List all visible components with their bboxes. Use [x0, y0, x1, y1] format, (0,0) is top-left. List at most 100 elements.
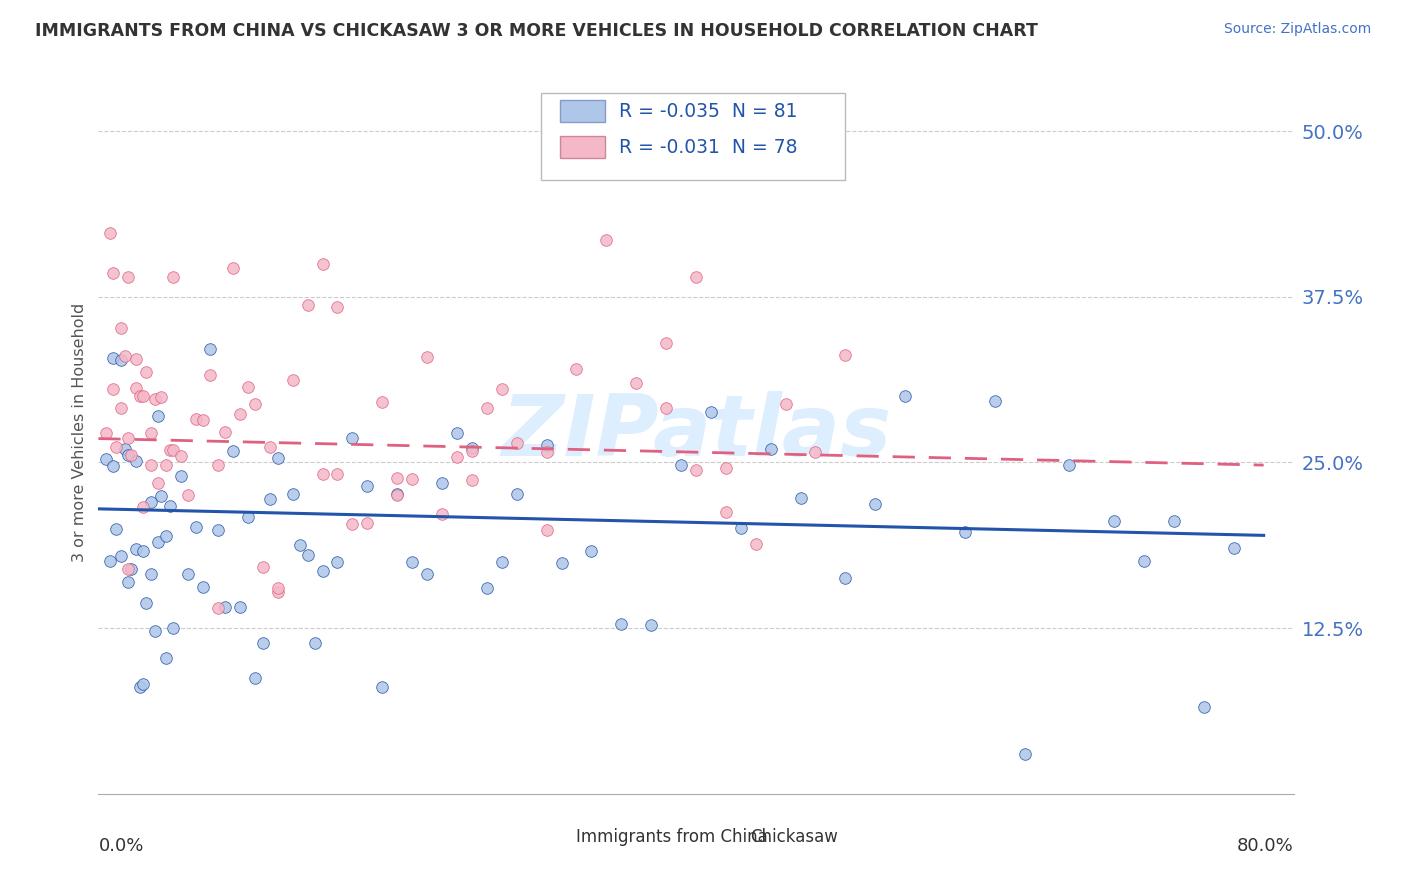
Point: [430, 507, 453, 521]
Point: [506, 436, 529, 450]
Text: 0.0%: 0.0%: [98, 838, 143, 855]
Point: [177, 566, 200, 581]
Point: [143, 392, 166, 407]
Point: [105, 522, 128, 536]
Point: [371, 395, 394, 409]
Point: [184, 520, 207, 534]
Point: [304, 636, 326, 650]
Point: [461, 444, 484, 458]
Point: [356, 479, 378, 493]
Point: [222, 444, 245, 458]
Point: [655, 336, 678, 351]
Point: [135, 596, 157, 610]
Point: [162, 621, 184, 635]
Point: [252, 559, 274, 574]
Point: [953, 524, 976, 539]
Point: [139, 458, 162, 472]
Text: Source: ZipAtlas.com: Source: ZipAtlas.com: [1223, 22, 1371, 37]
Point: [475, 581, 498, 595]
Point: [103, 351, 125, 365]
Point: [581, 544, 603, 558]
Point: [132, 543, 155, 558]
Point: [103, 459, 125, 474]
Point: [259, 440, 281, 454]
Point: [120, 448, 142, 462]
Text: R = -0.031  N = 78: R = -0.031 N = 78: [620, 137, 799, 157]
Point: [1223, 541, 1246, 555]
Point: [461, 442, 484, 456]
Point: [288, 538, 311, 552]
Point: [745, 537, 768, 551]
Point: [114, 349, 136, 363]
FancyBboxPatch shape: [541, 93, 845, 180]
Bar: [534, 830, 571, 845]
Point: [894, 389, 917, 403]
Text: IMMIGRANTS FROM CHINA VS CHICKASAW 3 OR MORE VEHICLES IN HOUSEHOLD CORRELATION C: IMMIGRANTS FROM CHINA VS CHICKASAW 3 OR …: [35, 22, 1038, 40]
Bar: [560, 100, 605, 122]
Point: [311, 564, 333, 578]
Point: [191, 580, 214, 594]
Point: [311, 467, 333, 482]
Point: [132, 500, 155, 515]
Point: [804, 445, 827, 459]
Point: [125, 454, 148, 468]
Point: [685, 463, 707, 477]
Point: [385, 488, 409, 502]
Point: [610, 617, 633, 632]
Point: [169, 469, 191, 483]
Point: [430, 475, 453, 490]
Point: [491, 382, 513, 396]
Point: [669, 458, 692, 473]
Point: [565, 362, 588, 376]
Point: [214, 425, 236, 439]
Point: [94, 452, 117, 467]
Point: [229, 407, 252, 421]
Point: [159, 499, 181, 513]
Point: [385, 471, 409, 485]
Point: [207, 601, 229, 615]
Point: [259, 491, 281, 506]
Point: [416, 566, 439, 581]
Point: [371, 681, 394, 695]
Point: [491, 555, 513, 569]
Point: [626, 376, 648, 390]
Y-axis label: 3 or more Vehicles in Household: 3 or more Vehicles in Household: [72, 303, 87, 562]
Point: [139, 494, 162, 508]
Point: [143, 624, 166, 638]
Point: [125, 541, 148, 556]
Point: [129, 389, 152, 403]
Point: [297, 298, 319, 312]
Point: [125, 352, 148, 367]
Point: [1192, 699, 1215, 714]
Point: [640, 618, 662, 632]
Point: [834, 571, 856, 585]
Point: [207, 523, 229, 537]
Point: [236, 380, 259, 394]
Point: [401, 555, 423, 569]
Point: [714, 504, 737, 518]
Point: [150, 390, 173, 404]
Point: [446, 426, 468, 441]
Point: [536, 438, 558, 452]
Point: [129, 680, 152, 694]
Point: [229, 600, 252, 615]
Point: [117, 575, 139, 590]
Point: [342, 431, 364, 445]
Point: [236, 510, 259, 524]
Point: [132, 389, 155, 403]
Text: Immigrants from China: Immigrants from China: [576, 829, 768, 847]
Point: [356, 516, 378, 530]
Point: [550, 557, 572, 571]
Point: [125, 381, 148, 395]
Point: [155, 651, 177, 665]
Text: R = -0.035  N = 81: R = -0.035 N = 81: [620, 102, 799, 120]
Point: [103, 266, 125, 280]
Point: [148, 409, 170, 423]
Point: [132, 677, 155, 691]
Point: [595, 233, 617, 247]
Point: [536, 523, 558, 537]
Point: [461, 474, 484, 488]
Point: [700, 405, 723, 419]
Point: [401, 472, 423, 486]
Point: [416, 350, 439, 364]
